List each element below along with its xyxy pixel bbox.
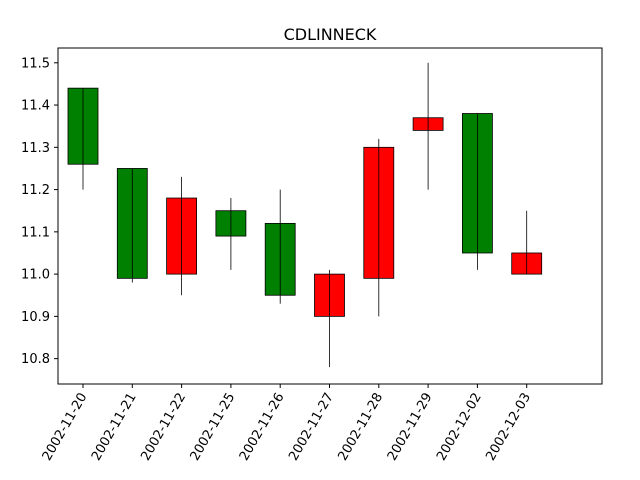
x-tick-label: 2002-11-25 — [188, 391, 239, 464]
y-tick-label: 11.1 — [21, 225, 50, 240]
x-tick-label: 2002-12-02 — [434, 391, 485, 464]
candles-layer — [67, 62, 543, 368]
x-tick-label: 2002-11-29 — [385, 391, 436, 464]
y-tick-label: 11.3 — [21, 141, 50, 156]
y-axis: 10.8 10.9 11.0 11.1 11.2 11.3 11.4 11.5 — [21, 56, 58, 367]
x-axis: 2002-11-202002-11-212002-11-222002-11-25… — [40, 384, 534, 463]
x-tick-label: 2002-11-20 — [40, 391, 91, 464]
chart-title: CDLINNECK — [284, 25, 377, 44]
x-tick-label: 2002-11-28 — [335, 391, 386, 464]
y-tick-label: 11.4 — [21, 99, 50, 114]
x-tick-label: 2002-11-27 — [286, 391, 337, 464]
y-tick-label: 11.5 — [21, 56, 50, 71]
y-tick-label: 11.2 — [21, 183, 50, 198]
x-tick-label: 2002-11-21 — [89, 391, 140, 464]
y-tick-label: 11.0 — [21, 268, 50, 283]
y-tick-label: 10.8 — [21, 352, 50, 367]
x-tick-label: 2002-12-03 — [483, 391, 534, 464]
x-tick-label: 2002-11-26 — [237, 391, 288, 464]
x-tick-label: 2002-11-22 — [138, 391, 189, 464]
y-tick-label: 10.9 — [21, 310, 50, 325]
